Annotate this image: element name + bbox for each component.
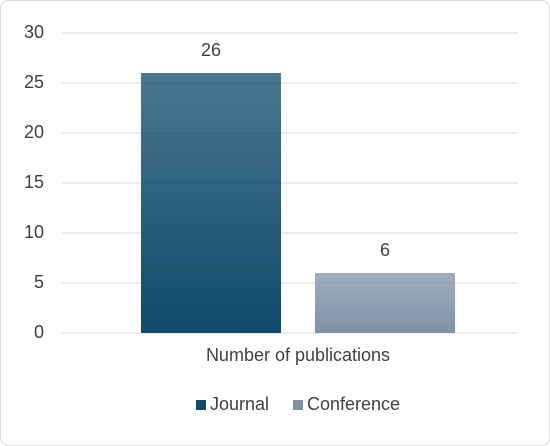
legend: Journal Conference: [195, 394, 400, 414]
bar: [141, 73, 281, 333]
y-tick-label: 30: [24, 22, 44, 42]
y-tick-label: 0: [34, 322, 44, 342]
legend-label: Journal: [210, 394, 269, 414]
legend-marker: [292, 400, 303, 410]
y-tick-label: 5: [34, 272, 44, 292]
y-tick-label: 10: [24, 222, 44, 242]
bar: [315, 273, 455, 333]
legend-marker: [195, 400, 206, 410]
y-tick-label: 25: [24, 72, 44, 92]
data-label: 6: [380, 240, 390, 260]
legend-label: Conference: [307, 394, 400, 414]
y-tick-label: 20: [24, 122, 44, 142]
y-tick-label: 15: [24, 172, 44, 192]
x-tick-label: Number of publications: [206, 345, 390, 365]
data-label: 26: [201, 40, 221, 60]
